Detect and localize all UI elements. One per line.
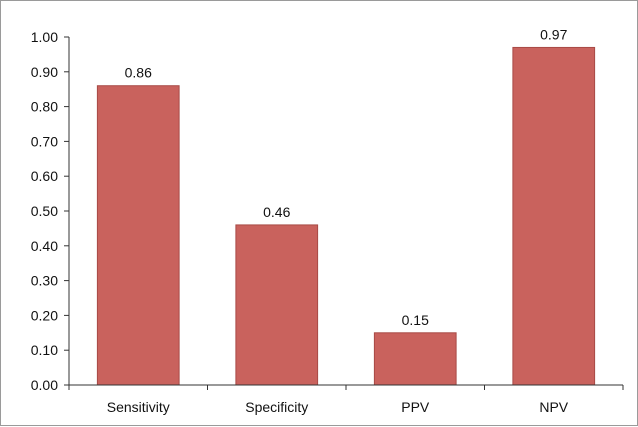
data-label-npv: 0.97 — [540, 26, 567, 42]
x-axis: Sensitivity Specificity PPV NPV — [68, 384, 624, 415]
y-axis: 0.00 0.10 0.20 0.30 0.40 0.50 0.60 0.70 0.80 0.90… — [31, 29, 70, 393]
bar-sensitivity — [96, 85, 180, 386]
x-tick-label-npv: NPV — [539, 399, 568, 415]
y-tick-label: 0.60 — [31, 168, 58, 184]
y-tick-label: 0.20 — [31, 307, 58, 323]
y-tick-label: 0.40 — [31, 238, 58, 254]
bar-npv — [512, 46, 596, 386]
data-label-sensitivity: 0.86 — [125, 65, 152, 81]
y-tick-label: 0.70 — [31, 133, 58, 149]
y-tick-label: 0.30 — [31, 273, 58, 289]
data-label-ppv: 0.15 — [402, 312, 429, 328]
bar-specificity — [235, 224, 319, 386]
data-label-specificity: 0.46 — [263, 204, 290, 220]
y-tick-label: 0.80 — [31, 99, 58, 115]
bars — [96, 46, 596, 386]
x-tick-label-sensitivity: Sensitivity — [107, 399, 170, 415]
y-tick-label: 0.90 — [31, 64, 58, 80]
y-tick-label: 0.00 — [31, 377, 58, 393]
x-tick-label-specificity: Specificity — [245, 399, 308, 415]
data-labels: 0.86 0.46 0.15 0.97 — [125, 26, 568, 327]
y-tick-label: 0.10 — [31, 342, 58, 358]
bar-ppv — [373, 332, 457, 386]
y-tick-label: 0.50 — [31, 203, 58, 219]
x-tick-label-ppv: PPV — [401, 399, 430, 415]
y-tick-label: 1.00 — [31, 29, 58, 45]
